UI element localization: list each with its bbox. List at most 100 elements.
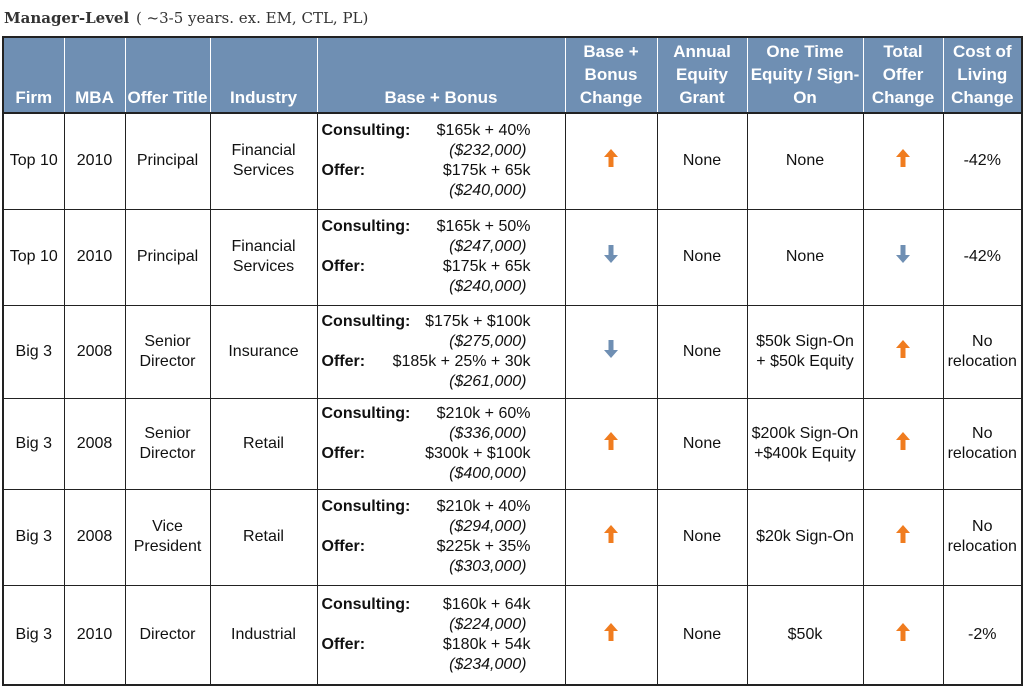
cell-one-time-equity: $50k Sign-On + $50k Equity: [746, 304, 864, 399]
offer-value: $300k + $100k: [425, 444, 531, 462]
page-heading: Manager-Level ( ~3-5 years. ex. EM, CTL,…: [4, 6, 368, 30]
cell-base-bonus: Consulting: $175k + $100k ($275,000) Offer:…: [316, 304, 566, 399]
table-row: Big 3 2008 Senior Director Insurance Consult…: [2, 304, 1023, 399]
header-firm: Firm: [2, 37, 65, 114]
header-one-time-equity: One Time Equity / Sign-On: [746, 37, 864, 114]
offer-total: ($240,000): [449, 278, 527, 295]
table-header-row: Firm MBA Offer Title Industry Base + Bon…: [2, 37, 1023, 114]
header-base-bonus-change: Base + Bonus Change: [564, 37, 658, 114]
cell-base-bonus-change: [564, 397, 658, 490]
cell-mba: 2010: [63, 208, 126, 306]
cell-total-offer-change: [862, 112, 944, 210]
arrow-up-icon: [895, 431, 911, 451]
table-row: Big 3 2010 Director Industrial Consulting: $1…: [2, 584, 1023, 686]
consulting-label: Consulting:: [321, 595, 411, 613]
cell-one-time-equity: None: [746, 208, 864, 306]
cell-offer-title: Senior Director: [124, 397, 211, 490]
cell-offer-title: Principal: [124, 208, 211, 306]
cell-base-bonus: Consulting: $165k + 40% ($232,000) Offer: $1…: [316, 112, 566, 210]
cell-base-bonus-change: [564, 112, 658, 210]
consulting-total: ($247,000): [449, 238, 527, 255]
cell-col-change: No relocation: [942, 397, 1023, 490]
offer-total: ($303,000): [449, 558, 527, 575]
offer-label: Offer:: [321, 444, 366, 462]
offer-total: ($261,000): [449, 372, 527, 390]
arrow-up-icon: [603, 148, 619, 168]
consulting-value: $175k + $100k: [425, 312, 531, 330]
cell-base-bonus: Consulting: $210k + 60% ($336,000) Offer: $3…: [316, 397, 566, 490]
cell-total-offer-change: [862, 304, 944, 399]
cell-base-bonus-change: [564, 584, 658, 686]
cell-one-time-equity: $20k Sign-On: [746, 488, 864, 586]
cell-firm: Big 3: [2, 397, 65, 490]
cell-annual-equity: None: [656, 488, 748, 586]
cell-col-change: -2%: [942, 584, 1023, 686]
cell-col-change: No relocation: [942, 304, 1023, 399]
offer-value: $175k + 65k: [442, 258, 531, 275]
cell-mba: 2008: [63, 488, 126, 586]
cell-col-change: No relocation: [942, 488, 1023, 586]
cell-total-offer-change: [862, 208, 944, 306]
arrow-up-icon: [895, 622, 911, 642]
header-total-offer-change: Total Offer Change: [862, 37, 944, 114]
cell-base-bonus: Consulting: $210k + 40% ($294,000) Offer: $2…: [316, 488, 566, 586]
cell-offer-title: Senior Director: [124, 304, 211, 399]
arrow-up-icon: [895, 148, 911, 168]
consulting-label: Consulting:: [321, 404, 411, 422]
header-offer-title: Offer Title: [124, 37, 211, 114]
offer-label: Offer:: [321, 538, 366, 555]
table-row: Top 10 2010 Principal Financial Services Con…: [2, 208, 1023, 306]
cell-one-time-equity: None: [746, 112, 864, 210]
offer-label: Offer:: [321, 162, 366, 180]
arrow-up-icon: [603, 524, 619, 544]
consulting-value: $160k + 64k: [442, 595, 531, 613]
cell-firm: Big 3: [2, 584, 65, 686]
cell-industry: Insurance: [209, 304, 318, 399]
offer-label: Offer:: [321, 258, 366, 275]
cell-base-bonus: Consulting: $160k + 64k ($224,000) Offer: $1…: [316, 584, 566, 686]
cell-annual-equity: None: [656, 304, 748, 399]
cell-industry: Retail: [209, 488, 318, 586]
arrow-down-icon: [603, 244, 619, 264]
consulting-value: $165k + 50%: [436, 218, 531, 235]
cell-mba: 2010: [63, 584, 126, 686]
cell-offer-title: Principal: [124, 112, 211, 210]
offer-value: $175k + 65k: [442, 162, 531, 180]
arrow-up-icon: [895, 339, 911, 359]
cell-firm: Top 10: [2, 208, 65, 306]
consulting-total: ($275,000): [449, 332, 527, 350]
header-col-change: Cost of Living Change: [942, 37, 1023, 114]
cell-industry: Industrial: [209, 584, 318, 686]
cell-industry: Retail: [209, 397, 318, 490]
consulting-total: ($336,000): [449, 424, 527, 442]
cell-industry: Financial Services: [209, 112, 318, 210]
offer-total: ($234,000): [449, 655, 527, 673]
offer-value: $185k + 25% + 30k: [392, 352, 531, 370]
offer-value: $225k + 35%: [436, 538, 531, 555]
consulting-label: Consulting:: [321, 312, 411, 330]
cell-offer-title: Director: [124, 584, 211, 686]
cell-firm: Top 10: [2, 112, 65, 210]
cell-base-bonus-change: [564, 304, 658, 399]
cell-annual-equity: None: [656, 208, 748, 306]
cell-col-change: -42%: [942, 112, 1023, 210]
cell-one-time-equity: $50k: [746, 584, 864, 686]
cell-total-offer-change: [862, 397, 944, 490]
cell-mba: 2008: [63, 397, 126, 490]
offer-label: Offer:: [321, 635, 366, 653]
arrow-up-icon: [603, 431, 619, 451]
consulting-total: ($224,000): [449, 615, 527, 633]
header-industry: Industry: [209, 37, 318, 114]
consulting-total: ($294,000): [449, 518, 527, 535]
cell-total-offer-change: [862, 488, 944, 586]
arrow-down-icon: [895, 244, 911, 264]
cell-one-time-equity: $200k Sign-On +$400k Equity: [746, 397, 864, 490]
offer-value: $180k + 54k: [442, 635, 531, 653]
header-base-bonus: Base + Bonus: [316, 37, 566, 114]
cell-total-offer-change: [862, 584, 944, 686]
heading-subtitle: ( ~3-5 years. ex. EM, CTL, PL): [135, 9, 369, 27]
cell-mba: 2010: [63, 112, 126, 210]
consulting-label: Consulting:: [321, 498, 411, 515]
compensation-table: Firm MBA Offer Title Industry Base + Bon…: [2, 36, 1023, 686]
cell-offer-title: Vice President: [124, 488, 211, 586]
